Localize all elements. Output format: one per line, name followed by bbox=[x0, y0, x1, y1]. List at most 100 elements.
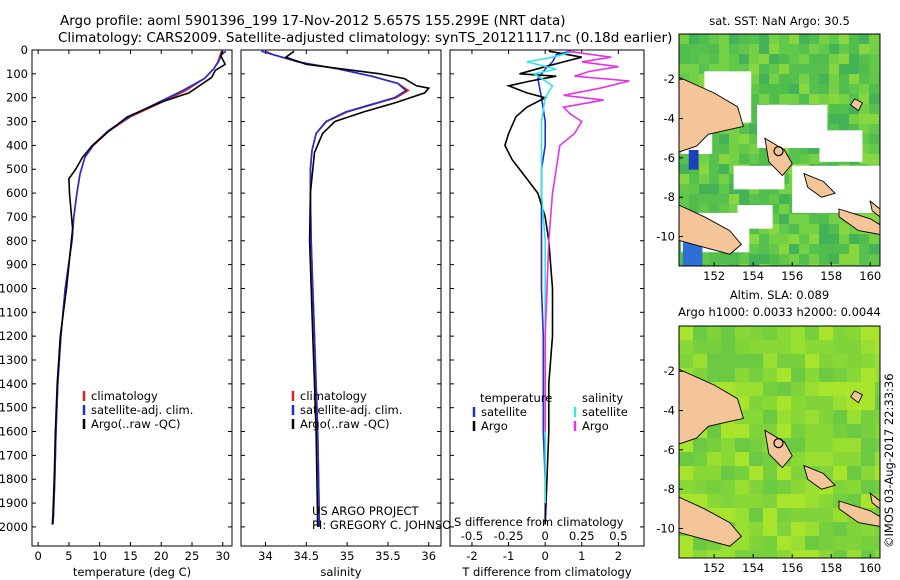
sst-map-xtick-label: 156 bbox=[781, 269, 803, 283]
sst-map-cell bbox=[879, 204, 880, 215]
difference-s-tick-label: 0 bbox=[542, 529, 549, 543]
sst-map-cell bbox=[849, 54, 860, 65]
sla-map-cell bbox=[805, 340, 820, 355]
diff-legend-s-label: satellite bbox=[582, 405, 628, 419]
sst-map-cell bbox=[779, 94, 790, 105]
sst-map-cell bbox=[699, 254, 710, 265]
sst-map-cell bbox=[749, 74, 760, 85]
sst-map-cell bbox=[739, 34, 750, 45]
sst-map-cell bbox=[789, 34, 800, 45]
sla-map-cell bbox=[763, 396, 778, 411]
sla-map-cell bbox=[707, 340, 722, 355]
sst-map-cell bbox=[709, 134, 720, 145]
sst-map-cell bbox=[689, 54, 700, 65]
sla-map-cell bbox=[791, 326, 806, 341]
sst-map-cell bbox=[759, 64, 770, 75]
sst-map-cell bbox=[769, 54, 780, 65]
sla-map-cell bbox=[749, 536, 764, 551]
sla-map-cell bbox=[819, 522, 834, 537]
sst-map-cell bbox=[809, 254, 820, 265]
sla-map-cell bbox=[679, 466, 694, 481]
sla-map-cell bbox=[735, 438, 750, 453]
sst-map-cell bbox=[829, 34, 840, 45]
sst-map-cell bbox=[759, 54, 770, 65]
sla-map-cell bbox=[847, 340, 862, 355]
sst-map-cell bbox=[799, 244, 810, 255]
sla-map-cell bbox=[679, 326, 694, 341]
sst-map-cell bbox=[869, 54, 880, 65]
sst-map-cell bbox=[819, 244, 830, 255]
sst-map-cell bbox=[729, 64, 740, 75]
depth-tick-label: 700 bbox=[6, 210, 28, 224]
sst-map-cell bbox=[859, 54, 870, 65]
sst-map-cell bbox=[879, 54, 880, 65]
sst-map-cell bbox=[819, 224, 830, 235]
sla-map-cell bbox=[777, 550, 792, 558]
depth-tick-label: 500 bbox=[6, 162, 28, 176]
sst-map-cell bbox=[739, 54, 750, 65]
sla-map-cell bbox=[819, 354, 834, 369]
sst-map-cell bbox=[839, 54, 850, 65]
sla-map-cell bbox=[693, 354, 708, 369]
sla-map-cell bbox=[875, 396, 880, 411]
sla-map-cell bbox=[763, 326, 778, 341]
sla-map-land bbox=[850, 390, 864, 404]
sst-map-cell bbox=[819, 254, 830, 265]
sst-map-cell bbox=[789, 84, 800, 95]
sla-map-cell bbox=[777, 494, 792, 509]
sla-map-cell bbox=[763, 536, 778, 551]
sst-map-cell bbox=[869, 64, 880, 75]
sst-map-ytick-label: -8 bbox=[664, 190, 675, 204]
sst-map-cell bbox=[729, 254, 740, 265]
sla-map-cell bbox=[721, 452, 736, 467]
sla-map-cell bbox=[875, 424, 880, 439]
salinity-xtick-label: 36 bbox=[421, 549, 436, 563]
sst-map-cell bbox=[729, 124, 740, 135]
difference-xlabel: T difference from climatology bbox=[461, 565, 632, 579]
sst-map-cell bbox=[839, 104, 850, 115]
sst-map-cell bbox=[749, 194, 760, 205]
sst-map-cell bbox=[729, 204, 740, 215]
sst-map-cell bbox=[679, 44, 690, 55]
sla-map-xtick-label: 160 bbox=[859, 561, 881, 575]
sst-map-cell bbox=[719, 134, 730, 145]
sst-cold-patch bbox=[688, 150, 699, 170]
sst-map-cell bbox=[679, 164, 690, 175]
sla-map-xtick-label: 152 bbox=[703, 561, 725, 575]
sla-map-cell bbox=[833, 438, 848, 453]
sla-map-cell bbox=[777, 480, 792, 495]
sst-map-cell bbox=[799, 34, 810, 45]
salinity-xtick-label: 35.5 bbox=[375, 549, 401, 563]
sla-map-cell bbox=[861, 368, 876, 383]
diff-legend-t-label: satellite bbox=[481, 405, 527, 419]
temperature-xtick-label: 0 bbox=[34, 549, 41, 563]
sst-map-ytick-label: -2 bbox=[664, 72, 675, 86]
sst-map-cell bbox=[719, 264, 730, 266]
sst-map-cell bbox=[779, 204, 790, 215]
sst-map-cell bbox=[849, 124, 860, 135]
sst-map-cell bbox=[869, 134, 880, 145]
sla-map-cell bbox=[707, 452, 722, 467]
sst-map-cell bbox=[869, 264, 880, 266]
sst-map-cell bbox=[709, 34, 720, 45]
sla-map-cell bbox=[875, 354, 880, 369]
sst-map-cell bbox=[849, 234, 860, 245]
sst-map-cell bbox=[759, 84, 770, 95]
sst-map-cell bbox=[879, 174, 880, 185]
sst-map-cell bbox=[859, 254, 870, 265]
sla-map-cell bbox=[707, 368, 722, 383]
sst-map-cell bbox=[699, 264, 710, 266]
sst-map-cell bbox=[789, 214, 800, 225]
sla-map-cell bbox=[707, 326, 722, 341]
sst-map-cell bbox=[859, 44, 870, 55]
sst-map-cell bbox=[829, 84, 840, 95]
sst-map-cell bbox=[859, 64, 870, 75]
sst-map-cell bbox=[799, 154, 810, 165]
sla-map-cell bbox=[819, 550, 834, 558]
sla-map-cell bbox=[875, 522, 880, 537]
sla-map-ytick-label: -10 bbox=[656, 522, 675, 536]
sla-map-land bbox=[869, 491, 880, 510]
sst-map-cell bbox=[769, 214, 780, 225]
sla-map-cell bbox=[749, 494, 764, 509]
temperature-xtick-label: 10 bbox=[92, 549, 107, 563]
